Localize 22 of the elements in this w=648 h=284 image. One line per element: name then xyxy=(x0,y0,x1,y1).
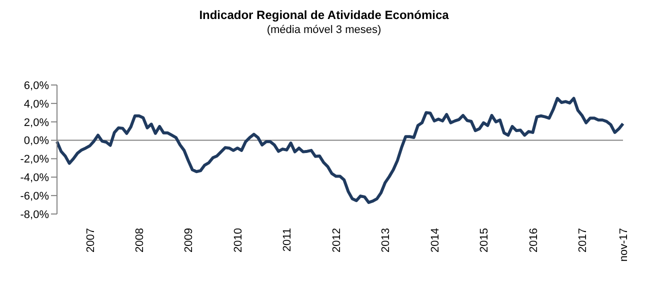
x-tick-label: 2016 xyxy=(528,228,540,252)
chart-title: Indicador Regional de Atividade Económica xyxy=(198,8,450,22)
x-tick-label: 2010 xyxy=(232,228,244,252)
y-tick-label: -8,0% xyxy=(20,208,50,221)
y-tick-label: -6,0% xyxy=(20,190,50,202)
y-tick-label: -4,0% xyxy=(20,172,50,184)
chart-subtitle: (média móvel 3 meses) xyxy=(266,24,382,36)
x-tick-label: 2013 xyxy=(380,228,392,252)
y-tick-label: 6,0% xyxy=(24,80,50,92)
x-tick-label: 2017 xyxy=(576,228,589,252)
x-tick-label: 2012 xyxy=(330,228,343,252)
x-tick-label: 2009 xyxy=(183,228,196,252)
x-tick-label: 2008 xyxy=(134,228,146,252)
y-tick-label: 4,0% xyxy=(24,98,50,110)
y-tick-label: 0,0% xyxy=(24,135,50,148)
x-tick-label: 2007 xyxy=(84,228,97,252)
x-tick-label: nov-17 xyxy=(618,228,630,262)
x-tick-label: 2015 xyxy=(478,228,491,252)
y-tick-label: -2,0% xyxy=(20,154,50,166)
x-tick-label: 2011 xyxy=(282,228,294,252)
x-tick-label: 2014 xyxy=(429,228,442,252)
y-tick-label: 2,0% xyxy=(24,116,50,129)
